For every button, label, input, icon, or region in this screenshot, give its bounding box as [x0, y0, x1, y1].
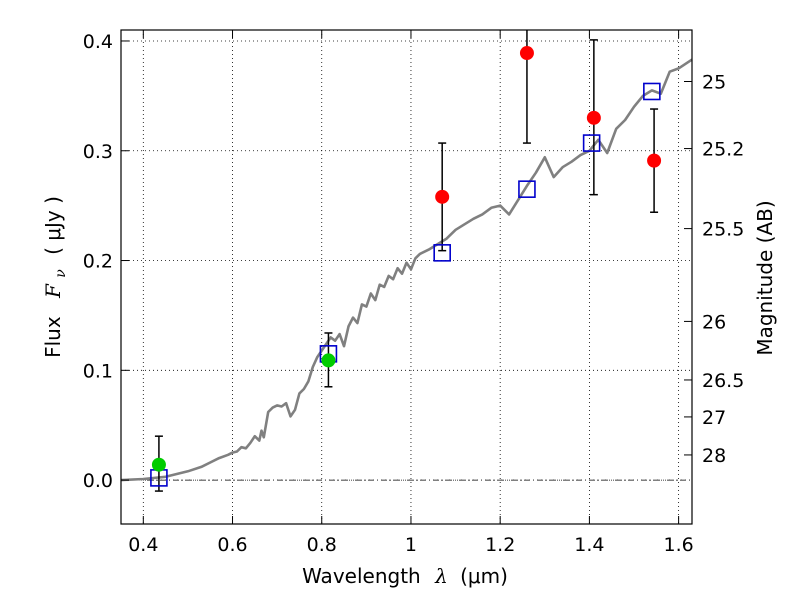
observed-flux-point — [519, 46, 534, 61]
model-spectrum-line — [120, 58, 693, 482]
data-layer — [120, 30, 693, 492]
x-tick-label: 1 — [405, 534, 417, 556]
observed-flux-point — [151, 457, 166, 472]
x-tick-label: 0.4 — [128, 534, 158, 556]
right-axis-label: Magnitude (AB) — [753, 200, 777, 355]
right-tick-label: 27 — [702, 407, 726, 429]
y-tick-label: 0.4 — [83, 31, 113, 53]
right-tick-label: 26 — [702, 311, 726, 333]
observed-flux-point — [435, 189, 450, 204]
y-tick-label: 0.3 — [83, 141, 113, 163]
y-axis-label-symbol: F — [41, 283, 65, 299]
right-tick-label: 28 — [702, 445, 726, 467]
x-tick-label: 0.8 — [307, 534, 337, 556]
model-flux-square-marker — [582, 134, 601, 152]
y-axis-label-prefix: Flux — [41, 316, 65, 358]
tick-layer: 0.4 0.6 0.8 1 1.2 1.4 1.6 0.0 0.1 0.2 0.3 0.4 25 25.2… — [83, 30, 744, 556]
y-axis-label: Flux F ν ( μJy ) — [41, 196, 70, 358]
observed-flux-point — [647, 153, 662, 168]
x-tick-label: 1.6 — [664, 534, 694, 556]
x-tick-label: 1.4 — [574, 534, 604, 556]
grid-layer — [121, 30, 692, 524]
right-tick-label: 25.2 — [702, 139, 744, 161]
right-tick-label: 26.5 — [702, 370, 744, 392]
y-tick-label: 0.2 — [83, 251, 113, 273]
model-flux-square-marker — [433, 244, 451, 262]
right-tick-label: 25 — [702, 72, 726, 94]
x-tick-label: 0.6 — [217, 534, 247, 556]
x-axis-label-prefix: Wavelength — [302, 564, 421, 588]
observed-flux-point — [586, 110, 601, 125]
model-flux-square-marker — [518, 180, 536, 198]
y-tick-label: 0.0 — [83, 470, 113, 492]
x-axis-label: Wavelength λ (μm) — [302, 564, 508, 588]
y-axis-label-subscript: ν — [53, 269, 69, 278]
y-axis-label-unit: ( μJy ) — [41, 196, 65, 255]
x-tick-label: 1.2 — [485, 534, 515, 556]
y-tick-label: 0.1 — [83, 360, 113, 382]
right-tick-label: 25.5 — [702, 219, 744, 241]
x-axis-label-symbol: λ — [434, 564, 448, 588]
x-axis-label-unit: (μm) — [460, 564, 508, 588]
observed-flux-point — [321, 353, 336, 368]
model-flux-square-marker — [643, 82, 661, 101]
plot-frame — [120, 29, 693, 525]
